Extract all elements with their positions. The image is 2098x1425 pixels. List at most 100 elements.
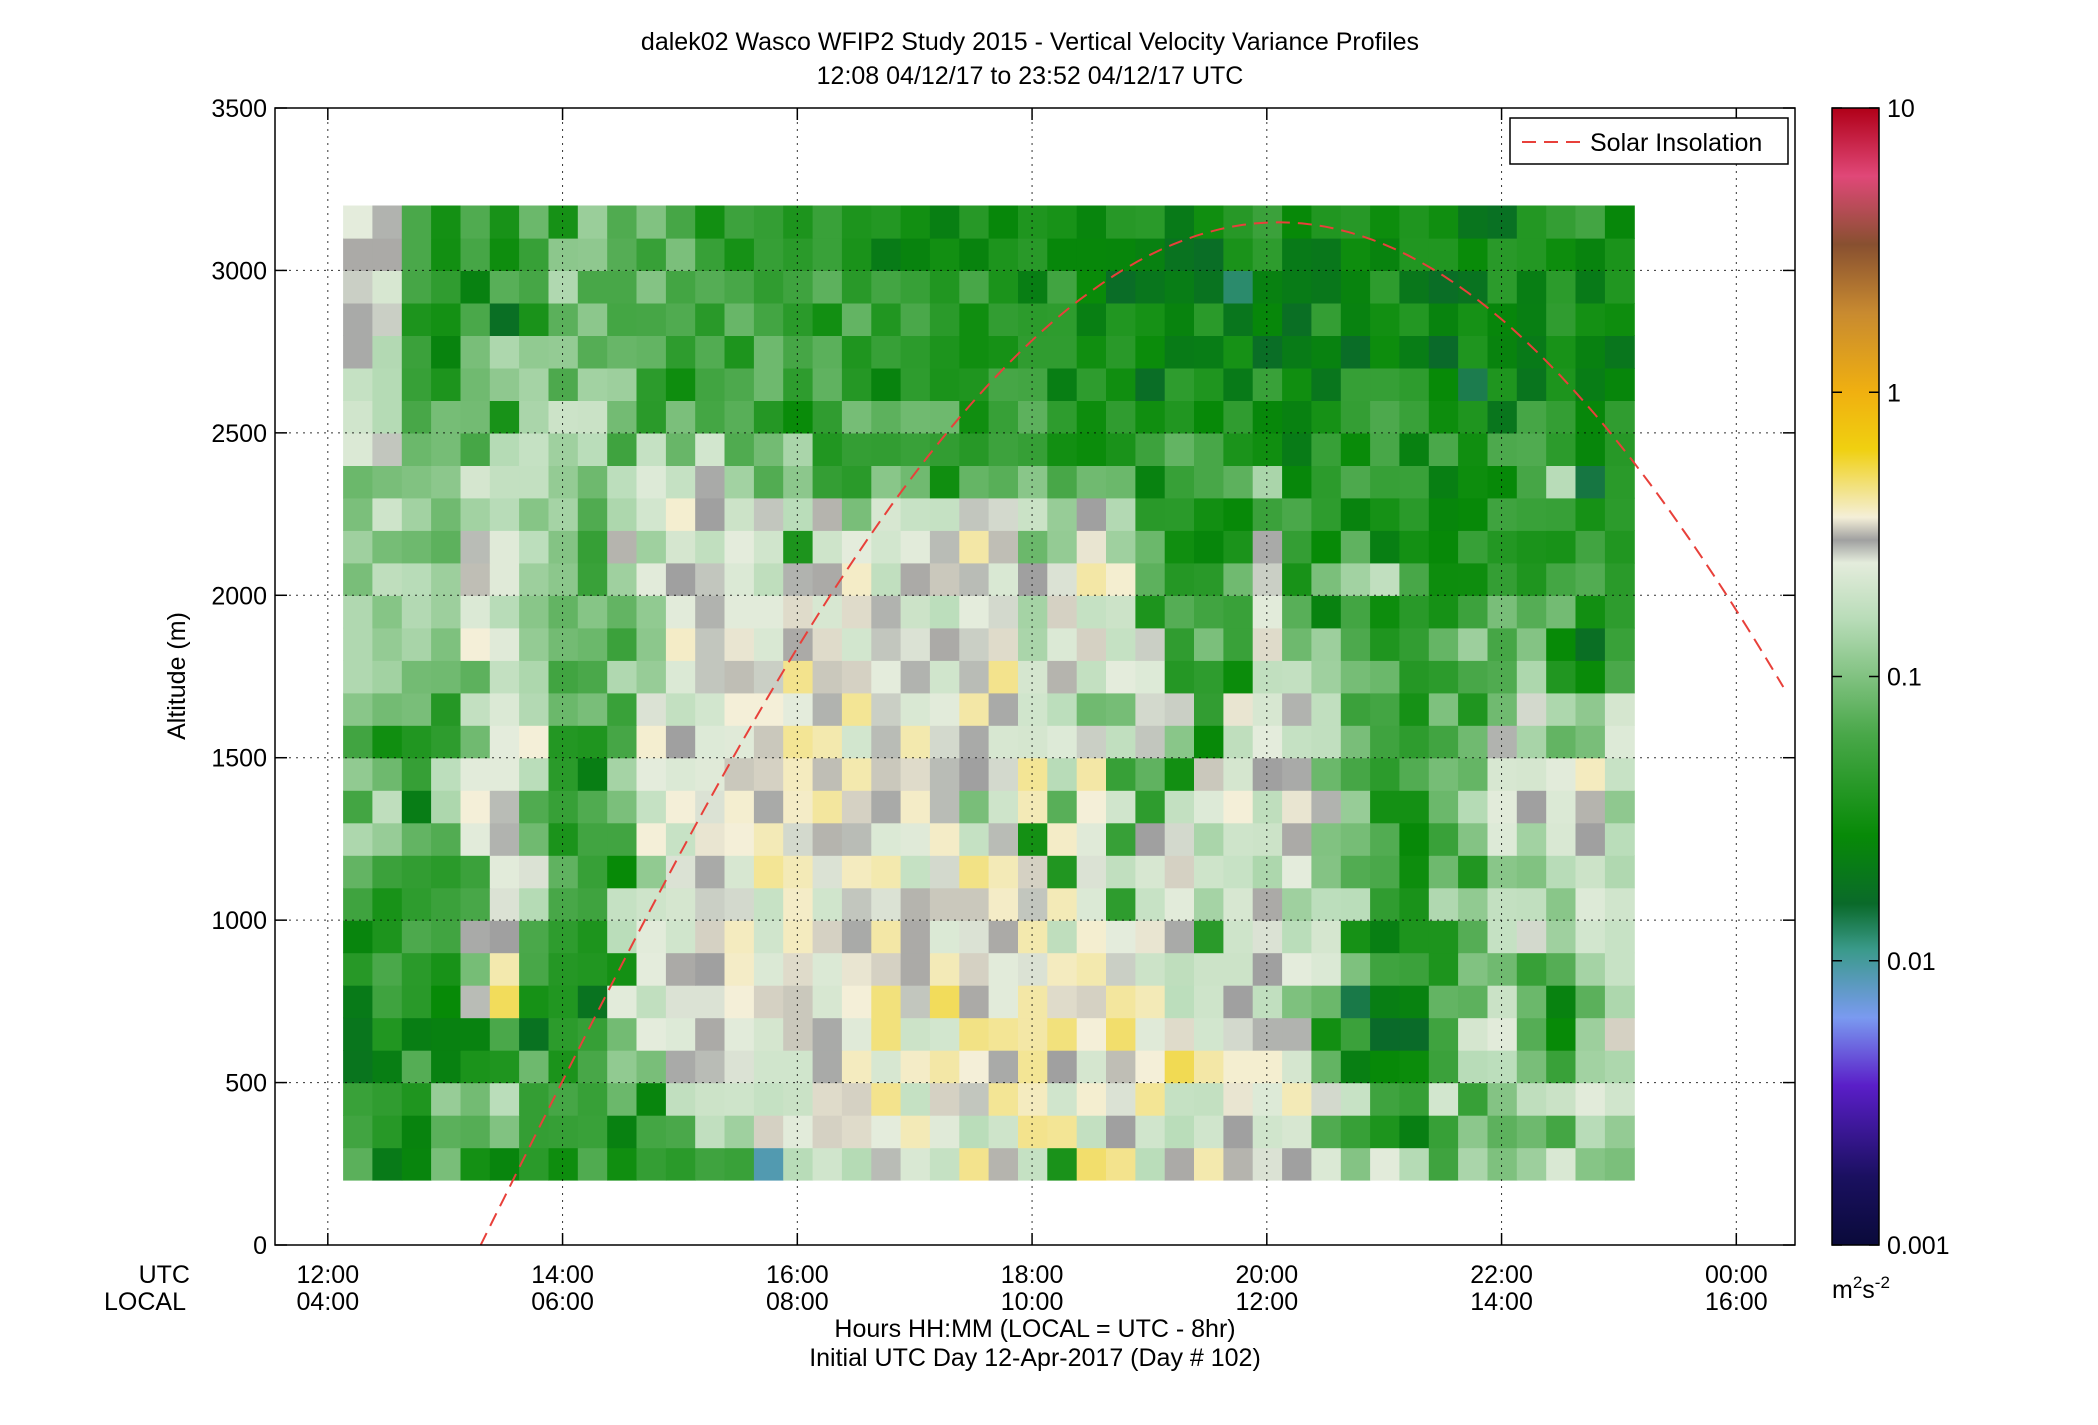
heatmap-cell [1575,822,1606,856]
heatmap-cell [519,822,549,856]
heatmap-cell [1106,985,1136,1019]
heatmap-cell [1223,660,1254,694]
heatmap-cell [1370,757,1400,791]
heatmap-cell [1252,432,1283,466]
heatmap-cell [372,1017,403,1051]
heatmap-cell [1164,595,1195,629]
heatmap-cell [1018,205,1048,239]
colorbar-tick-label: 0.01 [1887,948,1936,976]
heatmap-cell [929,205,960,239]
heatmap-cell [900,790,931,824]
heatmap-cell [900,367,931,401]
heatmap-cell [577,1147,608,1181]
heatmap-cell [871,1115,902,1149]
heatmap-cell [548,367,579,401]
heatmap-cell [1076,790,1107,824]
heatmap-cell [1428,302,1459,336]
heatmap-cell [489,562,520,596]
heatmap-cell [929,530,960,564]
heatmap-cell [1546,952,1577,986]
heatmap-cell [1018,692,1048,726]
heatmap-cell [1487,1147,1518,1181]
heatmap-cell [1076,1082,1107,1116]
heatmap-cell [1487,270,1518,304]
heatmap-cell [1546,562,1577,596]
heatmap-cell [1106,205,1136,239]
heatmap-cell [577,465,608,499]
heatmap-cell [841,1017,872,1051]
heatmap-cell [548,1147,579,1181]
heatmap-cell [431,1017,461,1051]
heatmap-cell [1164,692,1195,726]
heatmap-cell [1106,497,1136,531]
heatmap-cell [1487,887,1518,921]
heatmap-cell [1252,985,1283,1019]
heatmap-cell [1370,237,1400,271]
heatmap-cell [1047,497,1078,531]
heatmap-cell [1018,497,1048,531]
heatmap-cell [929,757,960,791]
heatmap-cell [1516,270,1547,304]
heatmap-cell [1487,855,1518,889]
heatmap-cell [1311,1082,1342,1116]
heatmap-cell [1047,367,1078,401]
heatmap-cell [607,920,638,954]
heatmap-cell [343,952,373,986]
heatmap-cell [636,660,667,694]
heatmap-cell [871,692,902,726]
heatmap-cell [695,432,726,466]
heatmap-cell [753,692,784,726]
heatmap-cell [783,367,814,401]
heatmap-cell [1282,660,1312,694]
heatmap-cell [695,822,726,856]
heatmap-cell [988,1147,1019,1181]
heatmap-cell [1516,1082,1547,1116]
heatmap-cell [1047,790,1078,824]
heatmap-cell [1428,920,1459,954]
heatmap-cell [1340,400,1371,434]
heatmap-cell [988,790,1019,824]
heatmap-cell [1223,822,1254,856]
heatmap-cell [900,562,931,596]
heatmap-cell [1047,725,1078,759]
heatmap-cell [1047,887,1078,921]
heatmap-cell [783,627,814,661]
heatmap-cell [1546,1050,1577,1084]
heatmap-cell [1604,595,1635,629]
heatmap-cell [460,822,491,856]
heatmap-cell [841,985,872,1019]
colorbar-unit-mid: s [1862,1276,1875,1304]
heatmap-cell [1018,1147,1048,1181]
heatmap-cell [636,205,667,239]
heatmap-cell [401,790,432,824]
heatmap-cell [1546,432,1577,466]
heatmap-cell [1546,985,1577,1019]
heatmap-cell [1311,822,1342,856]
heatmap-cell [1164,530,1195,564]
heatmap-cell [1223,205,1254,239]
heatmap-cell [1399,595,1430,629]
heatmap-cell [959,530,990,564]
heatmap-cell [959,400,990,434]
colorbar-tick-label: 1 [1887,379,1901,407]
heatmap-cell [1282,335,1312,369]
heatmap-cell [988,1082,1019,1116]
heatmap-cell [343,465,373,499]
heatmap-cell [577,855,608,889]
heatmap-cell [665,400,696,434]
heatmap-cell [900,822,931,856]
heatmap-cell [665,1017,696,1051]
heatmap-cell [607,335,638,369]
heatmap-cell [1018,595,1048,629]
heatmap-cell [636,1082,667,1116]
heatmap-cell [1516,855,1547,889]
heatmap-cell [665,887,696,921]
heatmap-cell [724,627,755,661]
heatmap-cell [1106,302,1136,336]
heatmap-cell [431,432,461,466]
heatmap-cell [431,400,461,434]
heatmap-cell [1516,1050,1547,1084]
heatmap-cell [1311,627,1342,661]
heatmap-cell [665,432,696,466]
heatmap-cell [841,595,872,629]
